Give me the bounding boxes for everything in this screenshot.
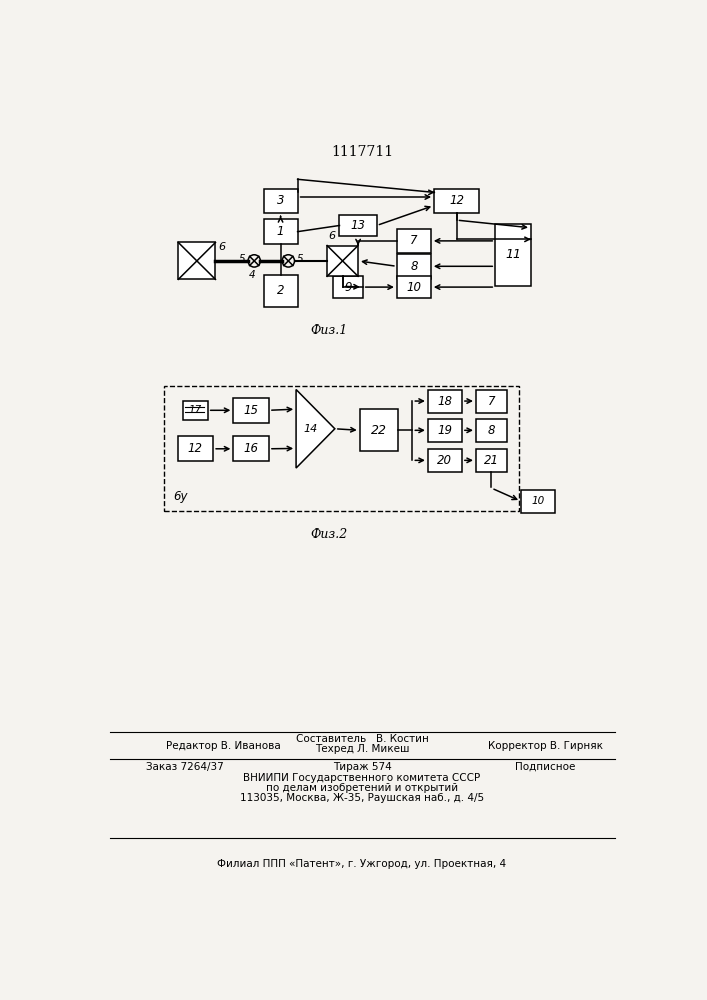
Text: 19: 19 <box>438 424 452 437</box>
Text: 8: 8 <box>488 424 495 437</box>
FancyBboxPatch shape <box>233 398 269 423</box>
Text: Техред Л. Микеш: Техред Л. Микеш <box>315 744 409 754</box>
FancyBboxPatch shape <box>434 189 479 213</box>
Text: Корректор В. Гирняк: Корректор В. Гирняк <box>488 741 603 751</box>
Text: Составитель   В. Костин: Составитель В. Костин <box>296 734 428 744</box>
Text: 6у: 6у <box>174 490 188 503</box>
Text: Подписное: Подписное <box>515 762 575 772</box>
FancyBboxPatch shape <box>428 389 462 413</box>
Text: 4: 4 <box>249 270 255 280</box>
Text: 113035, Москва, Ж-35, Раушская наб., д. 4/5: 113035, Москва, Ж-35, Раушская наб., д. … <box>240 793 484 803</box>
FancyBboxPatch shape <box>327 246 358 276</box>
Text: 10: 10 <box>531 496 544 506</box>
Text: 2: 2 <box>277 284 284 297</box>
FancyBboxPatch shape <box>476 419 507 442</box>
Text: 12: 12 <box>188 442 203 455</box>
FancyBboxPatch shape <box>397 229 431 253</box>
Text: 17: 17 <box>189 405 202 415</box>
Text: 1117711: 1117711 <box>331 145 393 159</box>
FancyBboxPatch shape <box>428 449 462 472</box>
FancyBboxPatch shape <box>360 409 398 451</box>
Text: 21: 21 <box>484 454 499 467</box>
FancyBboxPatch shape <box>476 449 507 472</box>
Text: 14: 14 <box>304 424 318 434</box>
FancyBboxPatch shape <box>339 215 377 236</box>
Text: по делам изобретений и открытий: по делам изобретений и открытий <box>266 783 458 793</box>
Text: 7: 7 <box>410 234 418 247</box>
Text: 22: 22 <box>371 424 387 437</box>
FancyBboxPatch shape <box>333 276 363 298</box>
FancyBboxPatch shape <box>233 436 269 461</box>
FancyBboxPatch shape <box>264 219 298 244</box>
Text: 18: 18 <box>438 395 452 408</box>
FancyBboxPatch shape <box>476 389 507 413</box>
Text: Заказ 7264/37: Заказ 7264/37 <box>146 762 224 772</box>
Text: 10: 10 <box>407 281 421 294</box>
Text: 6: 6 <box>218 242 226 252</box>
Text: 6: 6 <box>329 231 336 241</box>
FancyBboxPatch shape <box>178 242 216 279</box>
FancyBboxPatch shape <box>428 419 462 442</box>
Text: 20: 20 <box>438 454 452 467</box>
Text: 7: 7 <box>488 395 495 408</box>
FancyBboxPatch shape <box>264 189 298 213</box>
Text: 1: 1 <box>277 225 284 238</box>
Text: Тираж 574: Тираж 574 <box>332 762 392 772</box>
Text: 15: 15 <box>244 404 259 417</box>
FancyBboxPatch shape <box>177 436 213 461</box>
Text: 5: 5 <box>239 254 246 264</box>
Text: 13: 13 <box>351 219 366 232</box>
Text: Физ.2: Физ.2 <box>310 528 347 541</box>
FancyBboxPatch shape <box>264 275 298 307</box>
FancyBboxPatch shape <box>183 401 208 420</box>
Text: 3: 3 <box>277 194 284 207</box>
Text: Редактор В. Иванова: Редактор В. Иванова <box>166 741 281 751</box>
FancyBboxPatch shape <box>397 254 431 279</box>
Text: 16: 16 <box>244 442 259 455</box>
Text: 9: 9 <box>344 281 352 294</box>
Text: ВНИИПИ Государственного комитета СССР: ВНИИПИ Государственного комитета СССР <box>243 773 481 783</box>
Text: Физ.1: Физ.1 <box>310 324 347 337</box>
Polygon shape <box>296 389 335 468</box>
Bar <box>164 386 518 511</box>
FancyBboxPatch shape <box>495 224 531 286</box>
Text: 5: 5 <box>297 254 303 264</box>
Text: 11: 11 <box>505 248 521 261</box>
Text: Филиал ППП «Патент», г. Ужгород, ул. Проектная, 4: Филиал ППП «Патент», г. Ужгород, ул. Про… <box>217 859 506 869</box>
Text: 8: 8 <box>410 260 418 273</box>
FancyBboxPatch shape <box>397 276 431 298</box>
Text: 12: 12 <box>449 194 464 207</box>
FancyBboxPatch shape <box>521 490 555 513</box>
